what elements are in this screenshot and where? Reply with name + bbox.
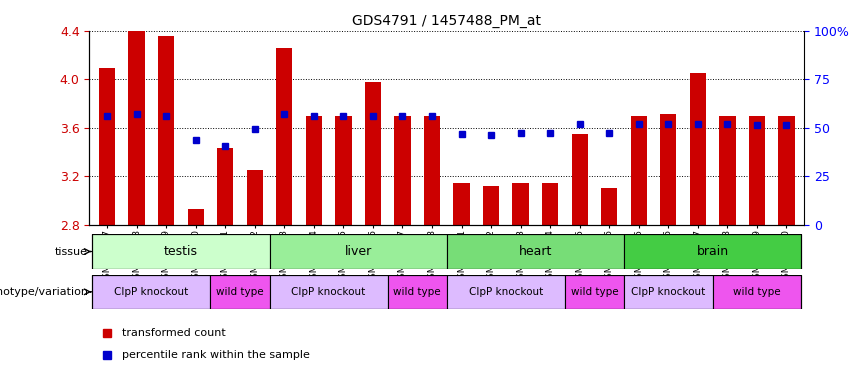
Text: wild type: wild type — [216, 287, 264, 297]
Bar — [424, 116, 440, 225]
Bar — [306, 116, 322, 225]
Bar — [542, 184, 558, 225]
Bar — [210, 275, 270, 309]
Text: ClpP knockout: ClpP knockout — [631, 287, 705, 297]
Text: liver: liver — [345, 245, 372, 258]
Title: GDS4791 / 1457488_PM_at: GDS4791 / 1457488_PM_at — [352, 14, 541, 28]
Bar — [270, 234, 447, 269]
Bar — [217, 148, 233, 225]
Text: wild type: wild type — [393, 287, 441, 297]
Bar — [394, 116, 410, 225]
Bar — [483, 186, 500, 225]
Bar — [712, 275, 802, 309]
Text: tissue: tissue — [54, 247, 88, 257]
Text: wild type: wild type — [733, 287, 780, 297]
Bar — [454, 184, 470, 225]
Text: brain: brain — [697, 245, 728, 258]
Bar — [719, 116, 735, 225]
Bar — [247, 170, 263, 225]
Text: ClpP knockout: ClpP knockout — [292, 287, 366, 297]
Bar — [187, 209, 204, 225]
Bar — [689, 73, 706, 225]
Text: transformed count: transformed count — [122, 328, 226, 338]
Bar — [365, 82, 381, 225]
Bar — [601, 188, 617, 225]
Bar — [624, 275, 712, 309]
Bar — [779, 116, 795, 225]
Bar — [660, 114, 677, 225]
Bar — [565, 275, 624, 309]
Bar — [270, 275, 388, 309]
Text: testis: testis — [164, 245, 198, 258]
Bar — [335, 116, 351, 225]
Bar — [388, 275, 447, 309]
Bar — [749, 116, 765, 225]
Bar — [158, 36, 174, 225]
Bar — [572, 134, 588, 225]
Bar — [99, 68, 115, 225]
Text: wild type: wild type — [571, 287, 619, 297]
Bar — [277, 48, 293, 225]
Text: heart: heart — [519, 245, 552, 258]
Bar — [447, 234, 624, 269]
Text: ClpP knockout: ClpP knockout — [114, 287, 189, 297]
Text: ClpP knockout: ClpP knockout — [469, 287, 543, 297]
Bar — [631, 116, 647, 225]
Text: percentile rank within the sample: percentile rank within the sample — [122, 350, 310, 360]
Bar — [92, 234, 270, 269]
Bar — [447, 275, 565, 309]
Bar — [92, 275, 210, 309]
Bar — [624, 234, 802, 269]
Text: genotype/variation: genotype/variation — [0, 287, 88, 297]
Bar — [129, 31, 145, 225]
Bar — [512, 184, 528, 225]
